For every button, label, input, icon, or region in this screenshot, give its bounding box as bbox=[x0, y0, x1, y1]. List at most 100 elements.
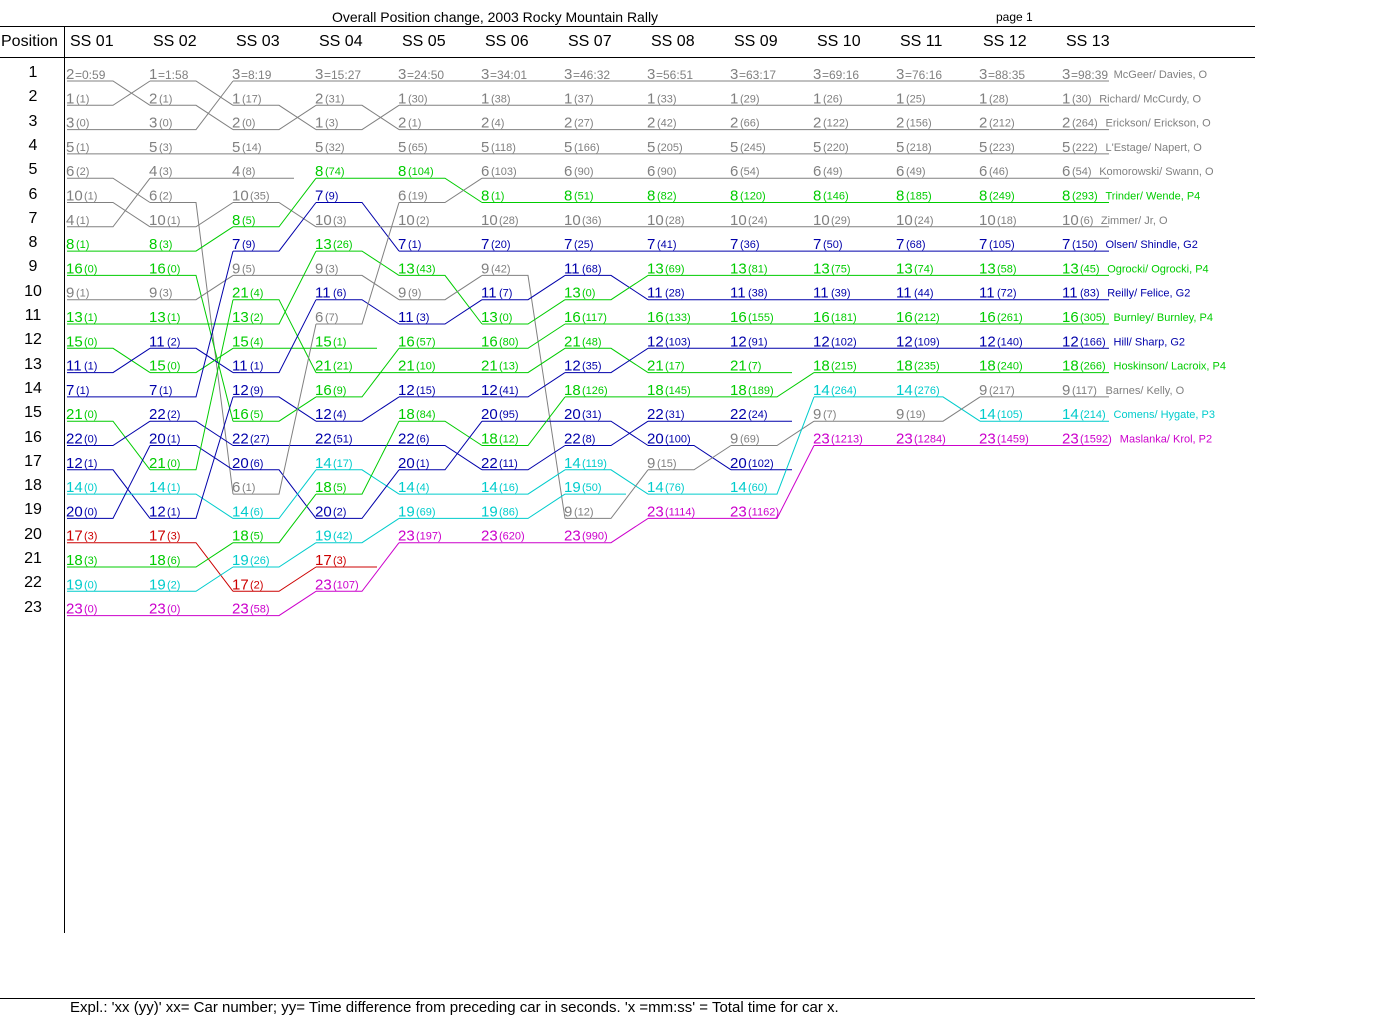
car-number-label: 19 bbox=[66, 576, 83, 593]
position-line-car-13 bbox=[482, 299, 566, 325]
position-number: 19 bbox=[24, 501, 42, 519]
car-number-label: 11 bbox=[979, 285, 995, 302]
position-line-car-18 bbox=[482, 396, 566, 446]
time-diff-label: (3) bbox=[333, 215, 346, 227]
car-number-label: 1 bbox=[398, 90, 406, 107]
time-diff-label: (65) bbox=[408, 142, 428, 154]
car-number-label: 21 bbox=[730, 358, 747, 375]
time-diff-label: (150) bbox=[1072, 239, 1098, 251]
position-number: 7 bbox=[28, 209, 38, 227]
time-diff-label: (68) bbox=[906, 239, 926, 251]
time-diff-label: (155) bbox=[748, 312, 774, 324]
time-diff-label: (84) bbox=[416, 409, 436, 421]
position-line-car-11 bbox=[565, 274, 649, 301]
car-number-label: 8 bbox=[1062, 188, 1070, 205]
car-number-label: 1 bbox=[813, 90, 821, 107]
position-line-car-1 bbox=[233, 104, 317, 131]
time-diff-label: (35) bbox=[582, 361, 602, 373]
leader-total-label: 3 bbox=[730, 66, 738, 83]
time-diff-label: (107) bbox=[333, 579, 359, 591]
position-line-car-21 bbox=[565, 347, 649, 374]
car-number-label: 2 bbox=[149, 90, 157, 107]
crew-name-label: Barnes/ Kelly, O bbox=[1106, 385, 1185, 397]
car-number-label: 7 bbox=[149, 382, 157, 399]
time-diff-label: (212) bbox=[989, 118, 1015, 130]
car-number-label: 10 bbox=[1062, 212, 1079, 229]
car-number-label: 23 bbox=[481, 528, 498, 545]
position-line-car-20 bbox=[565, 420, 649, 446]
position-line-car-9 bbox=[482, 274, 566, 519]
position-line-car-16 bbox=[482, 323, 566, 349]
time-diff-label: (3) bbox=[167, 531, 180, 543]
time-diff-label: (38) bbox=[491, 93, 511, 105]
time-diff-label: (5) bbox=[242, 215, 255, 227]
car-number-label: 11 bbox=[730, 285, 746, 302]
position-number: 2 bbox=[28, 88, 38, 106]
time-diff-label: (103) bbox=[491, 166, 517, 178]
car-number-label: 12 bbox=[66, 455, 83, 472]
position-line-car-17 bbox=[233, 566, 317, 592]
leader-total-label: 3 bbox=[232, 66, 240, 83]
time-diff-label: (44) bbox=[914, 288, 934, 300]
car-number-label: 5 bbox=[647, 139, 655, 156]
car-number-label: 21 bbox=[647, 358, 664, 375]
car-number-label: 11 bbox=[647, 285, 663, 302]
time-diff-label: (0) bbox=[84, 336, 97, 348]
stage-header-10: SS 10 bbox=[817, 33, 861, 50]
time-diff-label: (1) bbox=[167, 482, 180, 494]
time-diff-label: (6) bbox=[1080, 215, 1093, 227]
car-number-label: 15 bbox=[232, 333, 249, 350]
time-diff-label: (2) bbox=[167, 579, 180, 591]
car-number-label: 7 bbox=[647, 236, 655, 253]
car-number-label: 18 bbox=[813, 358, 830, 375]
car-number-label: 16 bbox=[896, 309, 913, 326]
car-number-label: 14 bbox=[1062, 406, 1079, 423]
car-number-label: 6 bbox=[564, 163, 572, 180]
position-number: 14 bbox=[24, 379, 42, 397]
time-diff-label: (0) bbox=[76, 118, 89, 130]
header-bottom-rule bbox=[0, 57, 1255, 58]
position-line-car-4 bbox=[67, 177, 151, 228]
time-diff-label: (69) bbox=[740, 434, 760, 446]
car-number-label: 13 bbox=[730, 260, 747, 277]
position-number: 8 bbox=[28, 234, 38, 252]
position-line-car-2 bbox=[233, 104, 317, 131]
car-number-label: 3 bbox=[149, 115, 157, 132]
time-diff-label: (2) bbox=[76, 166, 89, 178]
car-number-label: 15 bbox=[149, 358, 166, 375]
crew-name-label: L'Estage/ Napert, O bbox=[1106, 142, 1203, 154]
car-number-label: 17 bbox=[232, 576, 249, 593]
time-diff-label: (42) bbox=[333, 531, 353, 543]
time-diff-label: (28) bbox=[665, 215, 685, 227]
time-diff-label: (42) bbox=[657, 118, 677, 130]
position-line-car-11 bbox=[399, 299, 483, 325]
car-number-label: 1 bbox=[979, 90, 987, 107]
time-diff-label: (1) bbox=[159, 93, 172, 105]
car-number-label: 6 bbox=[149, 188, 157, 205]
crew-name-label: Erickson/ Erickson, O bbox=[1106, 118, 1212, 130]
car-number-label: 6 bbox=[315, 309, 323, 326]
time-diff-label: (126) bbox=[582, 385, 608, 397]
position-line-car-2 bbox=[316, 104, 400, 131]
crew-name-label: McGeer/ Davies, O bbox=[1114, 69, 1208, 81]
position-line-car-16 bbox=[233, 396, 317, 422]
time-diff-label: (13) bbox=[499, 361, 519, 373]
car-number-label: 21 bbox=[481, 358, 498, 375]
car-number-label: 22 bbox=[149, 406, 166, 423]
position-line-car-20 bbox=[316, 469, 400, 519]
car-number-label: 9 bbox=[730, 431, 738, 448]
car-number-label: 22 bbox=[66, 431, 83, 448]
time-diff-label: (1) bbox=[333, 336, 346, 348]
time-diff-label: (189) bbox=[748, 385, 774, 397]
time-diff-label: (43) bbox=[416, 263, 436, 275]
position-line-car-7 bbox=[233, 202, 317, 252]
time-diff-label: (46) bbox=[989, 166, 1009, 178]
car-number-label: 23 bbox=[1062, 431, 1079, 448]
car-number-label: 9 bbox=[398, 285, 406, 302]
car-number-label: 8 bbox=[564, 188, 572, 205]
leader-total-label: 3 bbox=[315, 66, 323, 83]
position-line-car-13 bbox=[316, 250, 400, 276]
car-number-label: 16 bbox=[398, 333, 415, 350]
time-diff-label: (218) bbox=[906, 142, 932, 154]
time-diff-label: (42) bbox=[491, 263, 511, 275]
